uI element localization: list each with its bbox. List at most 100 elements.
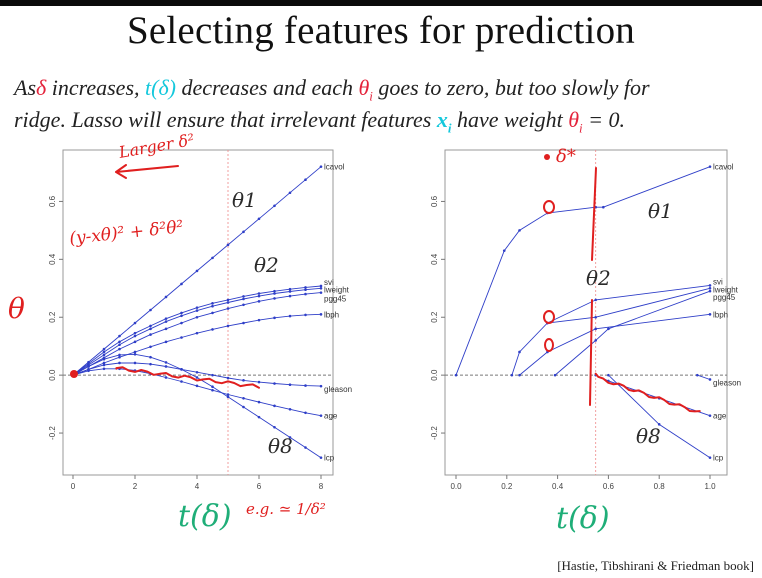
ridge-point-lcavol [288, 191, 292, 195]
delta-star-dot [544, 154, 550, 160]
ridge-point-age [180, 380, 183, 383]
ridge-point-svi [211, 302, 214, 305]
ridge-point-pgg45 [273, 297, 276, 300]
lasso-point-svi [594, 298, 597, 302]
lasso-label-lbph: lbph [713, 310, 728, 319]
lasso-series-lbph [519, 313, 711, 376]
ridge-point-lbph [226, 324, 230, 328]
ridge-series-lweight [72, 287, 322, 376]
ridge-point-lcp [164, 361, 168, 364]
ridge-y-tick-label: -0.2 [48, 426, 57, 440]
ridge-point-gleason [211, 373, 214, 377]
ridge-series-lbph [72, 313, 322, 376]
lasso-y-tick-label: 0.0 [430, 369, 439, 381]
lasso-point-lcavol [454, 373, 458, 377]
ridge-point-lbph [257, 318, 261, 322]
ridge-point-lweight [164, 320, 168, 323]
lasso-x-tick-label: 1.0 [704, 482, 716, 491]
ridge-point-age [273, 404, 276, 408]
ridge-point-svi [133, 331, 137, 335]
ridge-label-pgg45: pgg45 [324, 295, 347, 304]
ridge-point-svi [288, 287, 292, 291]
lasso-point-pgg45 [607, 327, 610, 331]
lasso-point-lcp [657, 423, 661, 426]
ridge-point-svi [164, 317, 168, 320]
ridge-point-pgg45 [180, 321, 183, 325]
ridge-point-age [288, 408, 292, 411]
lasso-point-svi [708, 284, 712, 287]
ridge-point-svi [195, 306, 199, 309]
ink-circle-1 [543, 200, 555, 214]
ridge-point-lcavol [164, 295, 168, 299]
lasso-point-lbph [518, 373, 521, 377]
lasso-label-gleason: gleason [713, 378, 741, 387]
ridge-series-svi [72, 285, 322, 376]
ridge-point-age [304, 411, 307, 415]
ridge-label-lbph: lbph [324, 310, 339, 319]
ridge-point-lbph [288, 314, 292, 318]
lasso-point-lweight [510, 373, 514, 377]
slide-title: Selecting features for prediction [127, 9, 635, 52]
lasso-point-lcavol [502, 249, 506, 252]
ridge-point-svi [118, 340, 121, 344]
subtitle-text: goes to zero, but too slowly for [372, 75, 650, 100]
lasso-point-lcavol [518, 229, 521, 232]
ridge-point-gleason [257, 380, 261, 384]
ridge-x-tick-label: 4 [195, 482, 200, 491]
theta-i-symbol: θi [358, 75, 373, 104]
lasso-x-tick-label: 0.6 [603, 482, 615, 491]
ridge-point-gleason [133, 361, 137, 365]
delta-symbol: δ [36, 75, 47, 100]
ridge-point-lcavol [304, 178, 307, 182]
ridge-point-lweight [242, 297, 245, 301]
subtitle-text: decreases and each [176, 75, 359, 100]
ridge-point-lcavol [195, 269, 199, 273]
lasso-label-lweight: lweight [713, 285, 739, 294]
lasso-point-pgg45 [553, 373, 557, 377]
ridge-point-age [226, 393, 230, 396]
subtitle-line-2: ridge. Lasso will ensure that irrelevant… [14, 107, 625, 136]
ridge-point-age [102, 367, 106, 371]
ridge-point-lbph [242, 321, 245, 325]
ridge-point-pgg45 [288, 294, 292, 298]
ridge-point-gleason [195, 370, 199, 374]
lasso-y-tick-label: 0.6 [430, 195, 439, 207]
top-border-bar [0, 0, 762, 6]
ridge-point-age [257, 400, 261, 404]
ridge-point-pgg45 [149, 333, 152, 336]
ridge-point-lweight [133, 334, 137, 338]
ridge-point-lbph [319, 313, 323, 316]
ridge-point-gleason [273, 382, 276, 385]
ridge-point-lcp [102, 357, 106, 361]
ridge-point-svi [257, 292, 261, 295]
lasso-series-age [595, 374, 711, 417]
ridge-point-lweight [288, 290, 292, 293]
ridge-plot-frame [62, 149, 334, 476]
ridge-series-age [72, 368, 322, 417]
ridge-ticks: 0 2 4 6 8 -0.2 0.0 0.2 0.4 0.6 [48, 195, 324, 491]
ridge-point-pgg45 [319, 291, 323, 294]
ridge-point-svi [102, 350, 106, 354]
theta2-left-label: θ2 [254, 253, 279, 277]
ridge-point-lbph [164, 340, 168, 344]
ridge-point-pgg45 [242, 303, 245, 307]
ridge-point-pgg45 [164, 327, 168, 331]
ridge-y-tick-label: 0.6 [48, 195, 57, 207]
t-delta-right-label: t(δ) [556, 501, 610, 536]
ridge-point-gleason [226, 376, 230, 380]
ridge-point-lbph [102, 361, 106, 365]
ridge-point-lweight [102, 353, 106, 357]
theta8-left-label: θ8 [268, 434, 293, 458]
ridge-point-lweight [226, 301, 230, 304]
ridge-label-lcavol: lcavol [324, 163, 345, 172]
ridge-point-svi [242, 295, 245, 298]
ridge-point-age [87, 369, 90, 373]
ridge-point-pgg45 [118, 347, 121, 351]
subtitle-text: As [14, 75, 36, 100]
ridge-point-gleason [164, 365, 168, 368]
ridge-point-lcavol [257, 217, 261, 221]
ridge-x-tick-label: 2 [133, 482, 138, 491]
ridge-point-lbph [304, 313, 307, 317]
ridge-ink-curve [115, 366, 260, 389]
